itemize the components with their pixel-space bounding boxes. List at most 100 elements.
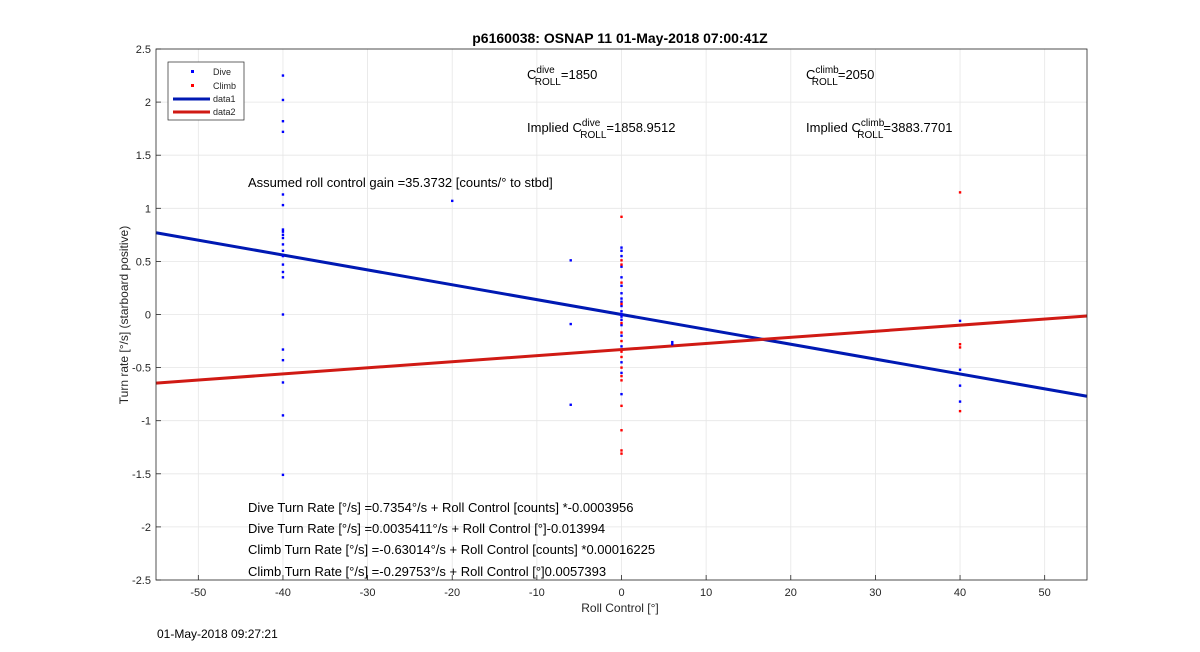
point-dive: [281, 120, 285, 123]
ticks: -50 -40 -30 -20 -10 0 10 20 30 40 50-2.5-2-1.5-1-0…: [132, 44, 1051, 599]
point-dive: [281, 348, 285, 351]
point-dive: [671, 340, 674, 344]
y-tick-label: -2: [141, 522, 151, 534]
point-dive: [451, 199, 454, 203]
point-dive: [281, 130, 285, 134]
point-dive: [281, 381, 285, 384]
point-dive: [620, 249, 623, 252]
point-dive: [620, 345, 623, 348]
point-dive: [620, 276, 623, 279]
point-climb: [958, 191, 962, 194]
point-dive: [281, 233, 285, 237]
point-dive: [281, 203, 285, 207]
annotation-eq-dive-counts: Dive Turn Rate [°/s] =0.7354°/s + Roll C…: [248, 500, 633, 515]
point-dive: [281, 98, 285, 102]
point-dive: [281, 270, 285, 274]
x-tick-label: -30: [360, 587, 376, 599]
point-dive: [620, 323, 623, 327]
point-dive: [281, 230, 285, 233]
point-dive: [620, 292, 623, 295]
annotation-gain: Assumed roll control gain =35.3732 [coun…: [248, 175, 553, 190]
point-climb: [958, 343, 962, 346]
point-dive: [620, 334, 623, 337]
point-dive: [958, 319, 962, 323]
data-points: [281, 74, 962, 477]
y-axis-label: Turn rate [°/s] (starboard positive): [117, 226, 131, 404]
point-climb: [620, 215, 623, 218]
annotation-eq-climb-deg: Climb Turn Rate [°/s] =-0.29753°/s + Rol…: [248, 564, 606, 579]
point-climb: [620, 302, 623, 306]
point-dive: [281, 313, 285, 316]
x-tick-label: 10: [700, 587, 712, 599]
point-dive: [281, 254, 285, 258]
y-tick-label: -2.5: [132, 575, 151, 587]
legend-data1-label: data1: [213, 94, 236, 104]
footer-timestamp: 01-May-2018 09:27:21: [157, 627, 278, 641]
point-dive: [620, 265, 623, 268]
point-dive: [281, 414, 285, 417]
point-dive: [620, 310, 623, 313]
point-climb: [620, 259, 623, 262]
point-dive: [281, 193, 285, 196]
point-climb: [620, 366, 623, 369]
point-dive: [281, 276, 285, 279]
y-tick-label: 2.5: [136, 44, 151, 56]
point-climb: [620, 452, 623, 455]
point-climb: [620, 404, 623, 408]
x-tick-label: 40: [954, 587, 966, 599]
point-climb: [620, 339, 623, 343]
point-dive: [620, 313, 623, 316]
point-dive: [281, 358, 285, 362]
point-dive: [281, 236, 285, 240]
point-dive: [620, 315, 623, 318]
y-tick-label: 0.5: [136, 256, 151, 268]
y-tick-label: 1: [145, 203, 151, 215]
point-climb: [620, 355, 623, 359]
point-dive: [620, 246, 623, 249]
x-tick-label: 20: [785, 587, 797, 599]
point-climb: [620, 429, 623, 432]
fit-line-data2: [155, 314, 1088, 385]
x-tick-label: -50: [190, 587, 206, 599]
annotation-c-roll-climb: Cclimb ROLL=2050: [806, 65, 874, 88]
legend-dive-label: Dive: [213, 67, 231, 77]
legend: Dive Climb data1 data2: [167, 61, 245, 121]
point-dive: [958, 368, 962, 371]
x-tick-label: 50: [1039, 587, 1051, 599]
annotation-eq-dive-deg: Dive Turn Rate [°/s] =0.0035411°/s + Rol…: [248, 521, 605, 536]
point-climb: [620, 263, 623, 266]
point-dive: [620, 361, 623, 364]
point-dive: [620, 304, 623, 308]
legend-climb-label: Climb: [213, 81, 236, 91]
point-climb: [620, 374, 623, 378]
point-dive: [620, 254, 623, 258]
point-dive: [281, 243, 285, 246]
point-dive: [620, 392, 623, 396]
point-dive: [569, 322, 572, 326]
legend-climb-marker: [191, 84, 194, 87]
point-dive: [620, 297, 623, 300]
legend-box: [167, 61, 245, 121]
y-tick-label: 0: [145, 310, 151, 322]
point-dive: [620, 300, 623, 303]
x-tick-label: -10: [529, 587, 545, 599]
point-dive: [620, 284, 623, 288]
chart-title: p6160038: OSNAP 11 01-May-2018 07:00:41Z: [472, 30, 768, 46]
x-tick-label: -40: [275, 587, 291, 599]
x-tick-label: -20: [444, 587, 460, 599]
point-dive: [671, 343, 674, 346]
point-dive: [281, 228, 285, 231]
point-dive: [620, 371, 623, 375]
point-climb: [620, 321, 623, 325]
point-dive: [958, 400, 962, 403]
x-axis-label: Roll Control [°]: [581, 601, 659, 615]
point-climb: [620, 331, 623, 334]
point-dive: [620, 318, 623, 322]
point-climb: [620, 379, 623, 382]
legend-data2-label: data2: [213, 107, 236, 117]
annotation-eq-climb-counts: Climb Turn Rate [°/s] =-0.63014°/s + Rol…: [248, 542, 655, 557]
y-tick-label: -0.5: [132, 363, 151, 375]
y-tick-label: 1.5: [136, 150, 151, 162]
point-dive: [281, 249, 285, 252]
